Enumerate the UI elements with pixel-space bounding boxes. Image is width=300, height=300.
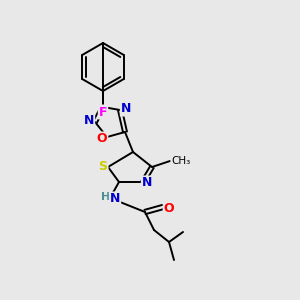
Text: CH₃: CH₃ [171, 156, 190, 166]
Text: S: S [98, 160, 107, 173]
Text: N: N [84, 115, 94, 128]
Text: H: H [101, 192, 111, 202]
Text: O: O [164, 202, 174, 214]
Text: O: O [97, 133, 107, 146]
Text: N: N [110, 193, 120, 206]
Text: F: F [99, 106, 107, 118]
Text: N: N [142, 176, 152, 190]
Text: N: N [121, 103, 131, 116]
